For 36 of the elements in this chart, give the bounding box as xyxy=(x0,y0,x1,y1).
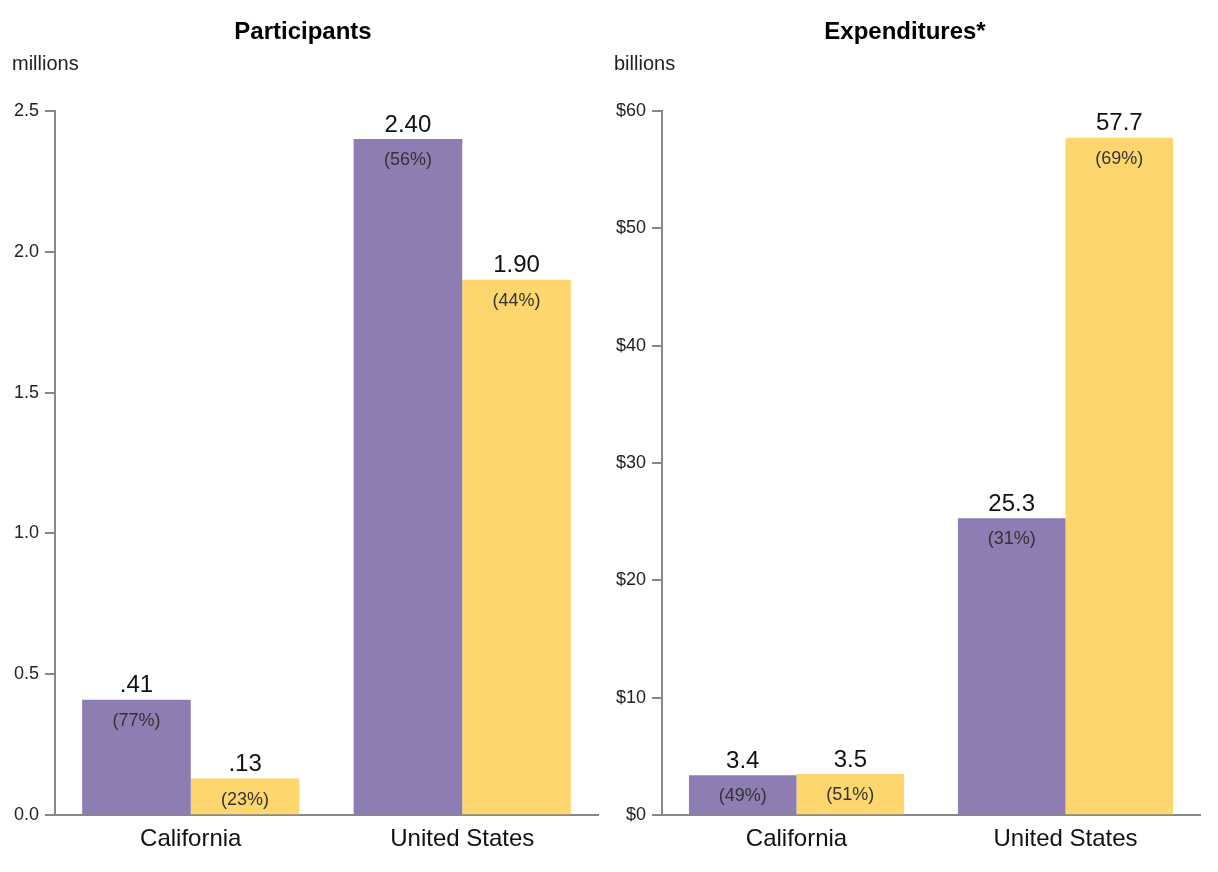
data-label: 2.40 (56%) xyxy=(383,109,432,169)
bar xyxy=(1065,137,1174,815)
bar xyxy=(462,279,571,815)
chart-title: Expenditures* xyxy=(824,17,987,45)
bar xyxy=(796,774,905,815)
bar xyxy=(353,138,463,815)
data-label: 3.5 (51%) xyxy=(826,744,875,805)
x-tick-label: California xyxy=(745,824,848,852)
chart-title: Participants xyxy=(234,17,372,45)
y-tick-label: $30 xyxy=(615,451,647,472)
data-label: 25.3 (31%) xyxy=(987,488,1036,549)
y-tick-label: 1.0 xyxy=(13,522,40,543)
x-tick-label: United States xyxy=(390,824,535,852)
bar xyxy=(957,518,1066,815)
y-tick-label: 1.5 xyxy=(13,381,40,402)
y-tick-label: $10 xyxy=(615,686,647,707)
data-label: 57.7 (69%) xyxy=(1095,108,1144,168)
data-label: 1.90 (44%) xyxy=(492,250,541,310)
bar xyxy=(82,699,191,815)
bar xyxy=(688,775,797,815)
y-tick-label: $40 xyxy=(615,334,647,355)
y-tick-label: $50 xyxy=(615,217,647,238)
y-tick-label: 0.5 xyxy=(13,663,40,684)
x-tick-label: United States xyxy=(993,824,1138,852)
x-tick-label: California xyxy=(140,824,243,852)
y-tick-label: 0.0 xyxy=(13,804,40,825)
data-label: .41 (77%) xyxy=(112,670,161,730)
y-tick-label: $0 xyxy=(626,804,647,825)
data-label: 3.4 (49%) xyxy=(718,745,767,806)
y-tick-label: $60 xyxy=(615,99,647,120)
y-axis-title: millions xyxy=(12,52,79,75)
data-label: .13 (23%) xyxy=(221,749,270,809)
y-tick-label: 2.0 xyxy=(13,240,40,261)
y-axis-title: billions xyxy=(614,52,676,75)
y-tick-label: 2.5 xyxy=(13,99,40,120)
y-tick-label: $20 xyxy=(615,569,647,590)
